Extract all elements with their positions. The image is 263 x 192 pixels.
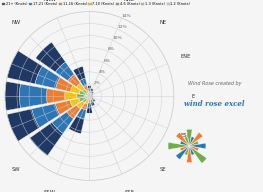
- Bar: [89, 96, 90, 97]
- Bar: [0, 77, 21, 115]
- Bar: [187, 129, 192, 146]
- Bar: [85, 100, 88, 104]
- Bar: [189, 143, 206, 149]
- Bar: [90, 95, 91, 96]
- Bar: [91, 96, 92, 97]
- Bar: [92, 92, 94, 94]
- Bar: [70, 98, 80, 107]
- Bar: [55, 100, 73, 115]
- Bar: [88, 95, 89, 96]
- Bar: [189, 137, 194, 146]
- Bar: [85, 96, 88, 98]
- Bar: [168, 142, 189, 149]
- Bar: [91, 93, 92, 95]
- Bar: [88, 96, 89, 97]
- Bar: [176, 132, 189, 146]
- Legend: 21+ (Knots), 17-21 (Knots), 11-16 (Knots), 7-10 (Knots), 4-6 (Knots), 1-3 (Knots: 21+ (Knots), 17-21 (Knots), 11-16 (Knots…: [2, 2, 191, 6]
- Bar: [91, 98, 93, 100]
- Bar: [88, 93, 89, 95]
- Bar: [77, 108, 86, 119]
- Bar: [73, 66, 85, 81]
- Bar: [36, 42, 65, 72]
- Bar: [84, 95, 88, 97]
- Bar: [88, 89, 91, 91]
- Bar: [189, 141, 199, 146]
- Bar: [77, 94, 84, 98]
- Bar: [47, 89, 65, 103]
- Bar: [176, 146, 189, 159]
- Bar: [180, 146, 189, 151]
- Bar: [89, 98, 90, 100]
- Bar: [180, 141, 189, 146]
- Bar: [83, 89, 87, 94]
- Bar: [0, 109, 39, 149]
- Bar: [88, 86, 91, 89]
- Bar: [91, 102, 95, 106]
- Bar: [89, 97, 90, 98]
- Bar: [90, 100, 93, 103]
- Bar: [3, 48, 42, 84]
- Bar: [84, 85, 88, 91]
- Bar: [32, 104, 60, 128]
- Bar: [82, 103, 88, 110]
- Bar: [90, 89, 94, 92]
- Bar: [90, 94, 91, 95]
- Bar: [79, 90, 85, 95]
- Bar: [79, 97, 85, 102]
- Bar: [65, 92, 77, 100]
- Bar: [52, 112, 73, 133]
- Bar: [88, 100, 91, 103]
- Bar: [89, 95, 90, 96]
- Bar: [86, 90, 89, 93]
- Bar: [88, 103, 91, 107]
- Bar: [88, 96, 89, 97]
- Bar: [87, 107, 92, 113]
- Bar: [89, 95, 90, 96]
- Bar: [83, 98, 87, 103]
- Bar: [67, 105, 80, 119]
- Bar: [189, 146, 207, 163]
- Bar: [90, 94, 92, 95]
- Bar: [90, 97, 91, 98]
- Bar: [90, 91, 92, 93]
- Bar: [35, 66, 60, 89]
- Bar: [30, 122, 63, 156]
- Bar: [69, 116, 84, 134]
- Bar: [88, 97, 89, 98]
- Bar: [55, 77, 73, 92]
- Bar: [90, 96, 91, 97]
- Bar: [85, 94, 88, 96]
- Bar: [87, 97, 89, 99]
- Bar: [77, 83, 85, 91]
- Bar: [92, 94, 93, 95]
- Bar: [70, 85, 80, 94]
- Bar: [90, 97, 92, 98]
- Bar: [184, 137, 189, 146]
- Bar: [19, 84, 47, 108]
- Text: Wind Rose created by: Wind Rose created by: [188, 81, 241, 86]
- Bar: [80, 78, 87, 87]
- Bar: [92, 99, 95, 102]
- Bar: [68, 74, 80, 87]
- Bar: [189, 132, 203, 146]
- Bar: [187, 146, 192, 162]
- Bar: [77, 101, 85, 109]
- Bar: [90, 93, 91, 94]
- Bar: [189, 146, 199, 151]
- Bar: [92, 97, 93, 98]
- Bar: [89, 94, 90, 95]
- Bar: [90, 98, 92, 100]
- Bar: [89, 96, 90, 97]
- Bar: [87, 93, 89, 95]
- Bar: [88, 95, 89, 96]
- Bar: [184, 146, 189, 155]
- Bar: [91, 95, 92, 96]
- Bar: [90, 97, 91, 98]
- Bar: [87, 98, 89, 100]
- Bar: [89, 93, 90, 94]
- Bar: [55, 62, 74, 81]
- Bar: [89, 91, 90, 93]
- Bar: [189, 146, 194, 155]
- Text: wind rose excel: wind rose excel: [184, 100, 245, 108]
